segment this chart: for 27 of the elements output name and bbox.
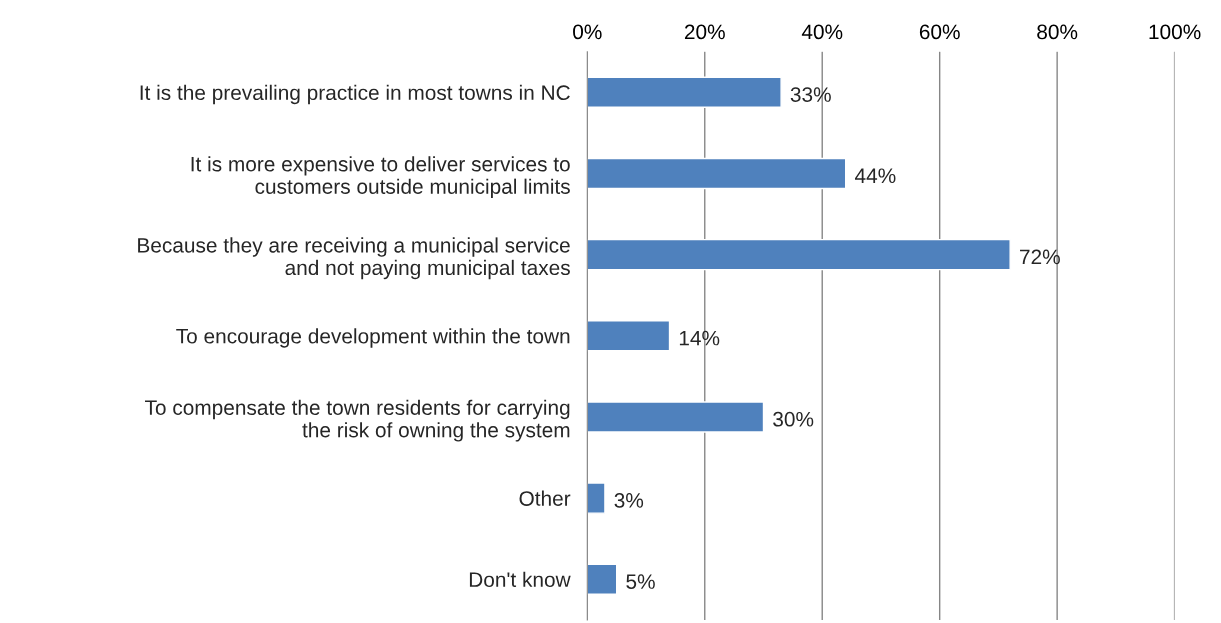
data-label: 72%	[1020, 249, 1060, 265]
x-tick-label: 40%	[801, 24, 843, 40]
y-tick-label: Because they are receiving a municipal service and not paying municipal taxes	[138, 237, 570, 280]
x-tick-label: 60%	[919, 24, 960, 40]
x-tick-label: 100%	[1149, 24, 1201, 40]
y-tick-label: It is more expensive to deliver services to customers outside municipal limits	[191, 156, 570, 199]
x-tick-label: 0%	[573, 24, 602, 40]
bar	[587, 401, 765, 433]
y-tick-label: To compensate the town residents for carrying the risk of owning the system	[145, 399, 570, 442]
y-tick-label: It is the prevailing practice in most towns in NC	[140, 84, 570, 105]
y-tick-label: To encourage development within the town	[176, 328, 570, 348]
data-label: 30%	[773, 411, 814, 427]
x-tick-label: 20%	[684, 24, 725, 40]
y-tick-label: Don't know	[469, 571, 571, 588]
bar	[587, 482, 606, 514]
bar	[587, 238, 1011, 271]
bar	[587, 320, 671, 352]
data-label: 3%	[614, 493, 644, 508]
data-label: 14%	[679, 330, 720, 346]
data-label: 33%	[790, 87, 831, 102]
bar	[587, 563, 618, 596]
x-tick-label: 80%	[1037, 24, 1078, 40]
data-label: 5%	[626, 574, 655, 589]
bar	[587, 76, 782, 109]
y-tick-label: Other	[519, 490, 571, 506]
bar	[587, 157, 847, 190]
data-label: 44%	[855, 168, 896, 184]
